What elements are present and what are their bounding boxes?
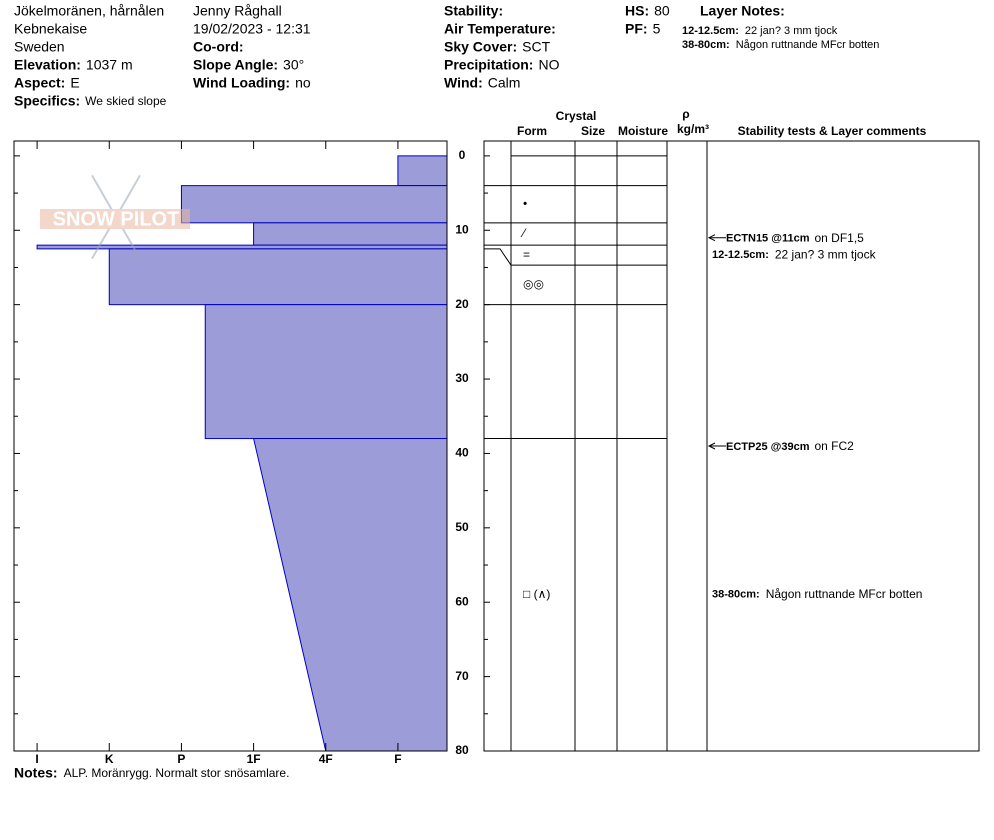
x-tick-label: F <box>394 752 401 766</box>
field-value: SCT <box>522 39 550 55</box>
col-comments: Stability tests & Layer comments <box>738 124 927 138</box>
field-label: Stability: <box>444 3 503 19</box>
field-value: 80 <box>654 3 670 19</box>
test-arrowhead <box>707 234 716 242</box>
field-value: 1037 m <box>86 57 133 73</box>
crystal-form: • <box>523 196 527 210</box>
field-label: PF: <box>625 21 648 37</box>
crystal-form: □ (∧) <box>523 587 550 601</box>
test-label: ECTN15 @11cm <box>726 233 810 245</box>
col-rho: ρ <box>682 107 689 121</box>
layer-connector <box>484 248 512 266</box>
table-frame <box>483 140 980 752</box>
country: Sweden <box>14 39 65 55</box>
layer-notes-title: Layer Notes: <box>700 3 785 19</box>
field-label: Wind: <box>444 75 483 91</box>
plot-frame <box>13 140 448 752</box>
notes-text: ALP. Moränrygg. Normalt stor snösamlare. <box>64 766 290 780</box>
hardness-layer <box>204 304 448 440</box>
hardness-layer <box>253 222 448 246</box>
layer-note-range: 38-80cm: <box>682 39 730 51</box>
x-tick-label: 4F <box>319 752 333 766</box>
observer: Jenny Råghall <box>193 3 282 19</box>
field-value: Calm <box>488 75 521 91</box>
y-tick-label: 10 <box>455 222 469 236</box>
location: Jökelmoränen, hårnålen <box>14 3 164 19</box>
y-tick-label: 30 <box>455 371 469 385</box>
y-tick-label: 20 <box>455 297 469 311</box>
logo: SNOW PILOT <box>40 174 190 260</box>
y-tick-label: 50 <box>455 520 469 534</box>
hardness-layer <box>252 438 448 752</box>
y-tick-label: 0 <box>459 148 466 162</box>
area: Kebnekaise <box>14 21 87 37</box>
field-label: Aspect: <box>14 75 65 91</box>
field-label: Sky Cover: <box>444 39 517 55</box>
hardness-layer <box>180 185 448 224</box>
hardness-layer <box>108 248 448 306</box>
crystal-form: ◎◎ <box>523 277 544 291</box>
y-tick-label: 70 <box>455 669 469 683</box>
comment-text: Någon ruttnande MFcr botten <box>766 587 923 601</box>
field-value: 30° <box>283 57 304 73</box>
y-tick-label: 80 <box>455 743 469 757</box>
field-value: E <box>70 75 79 91</box>
test-label: ECTP25 @39cm <box>726 441 810 453</box>
datetime: 19/02/2023 - 12:31 <box>193 21 311 37</box>
test-layer: on FC2 <box>815 439 855 453</box>
field-label: Co-ord: <box>193 39 244 55</box>
layer-note-range: 12-12.5cm: <box>682 25 739 37</box>
layer-note-text: 22 jan? 3 mm tjock <box>745 25 838 37</box>
col-density: kg/m³ <box>677 122 709 136</box>
field-label: Elevation: <box>14 57 81 73</box>
y-tick-label: 60 <box>455 594 469 608</box>
hardness-layer <box>397 155 448 187</box>
field-label: HS: <box>625 3 649 19</box>
comment-text: 22 jan? 3 mm tjock <box>775 247 877 261</box>
test-layer: on DF1,5 <box>815 231 865 245</box>
field-label: Precipitation: <box>444 57 533 73</box>
layer-note-text: Någon ruttnande MFcr botten <box>736 39 880 51</box>
field-value: no <box>295 75 311 91</box>
col-form: Form <box>517 124 547 138</box>
crystal-form: ⁄ <box>520 226 527 240</box>
logo-band <box>40 209 190 229</box>
test-arrowhead <box>707 442 716 450</box>
x-tick-label: I <box>35 752 38 766</box>
col-moisture: Moisture <box>618 124 668 138</box>
field-label: Slope Angle: <box>193 57 278 73</box>
notes-label: Notes: <box>14 765 58 781</box>
x-tick-label: 1F <box>247 752 261 766</box>
field-label: Specifics: <box>14 93 80 109</box>
field-value: NO <box>538 57 559 73</box>
x-tick-label: K <box>105 752 114 766</box>
field-label: Air Temperature: <box>444 21 556 37</box>
field-value: We skied slope <box>85 94 166 108</box>
x-tick-label: P <box>177 752 185 766</box>
logo-text: SNOW PILOT <box>53 208 180 230</box>
col-size: Size <box>581 124 605 138</box>
col-crystal: Crystal <box>556 109 597 123</box>
field-value: 5 <box>653 21 661 37</box>
comment-range: 12-12.5cm: <box>712 249 769 261</box>
comment-range: 38-80cm: <box>712 589 760 601</box>
field-label: Wind Loading: <box>193 75 290 91</box>
y-tick-label: 40 <box>455 446 469 460</box>
crystal-form: = <box>523 247 530 261</box>
